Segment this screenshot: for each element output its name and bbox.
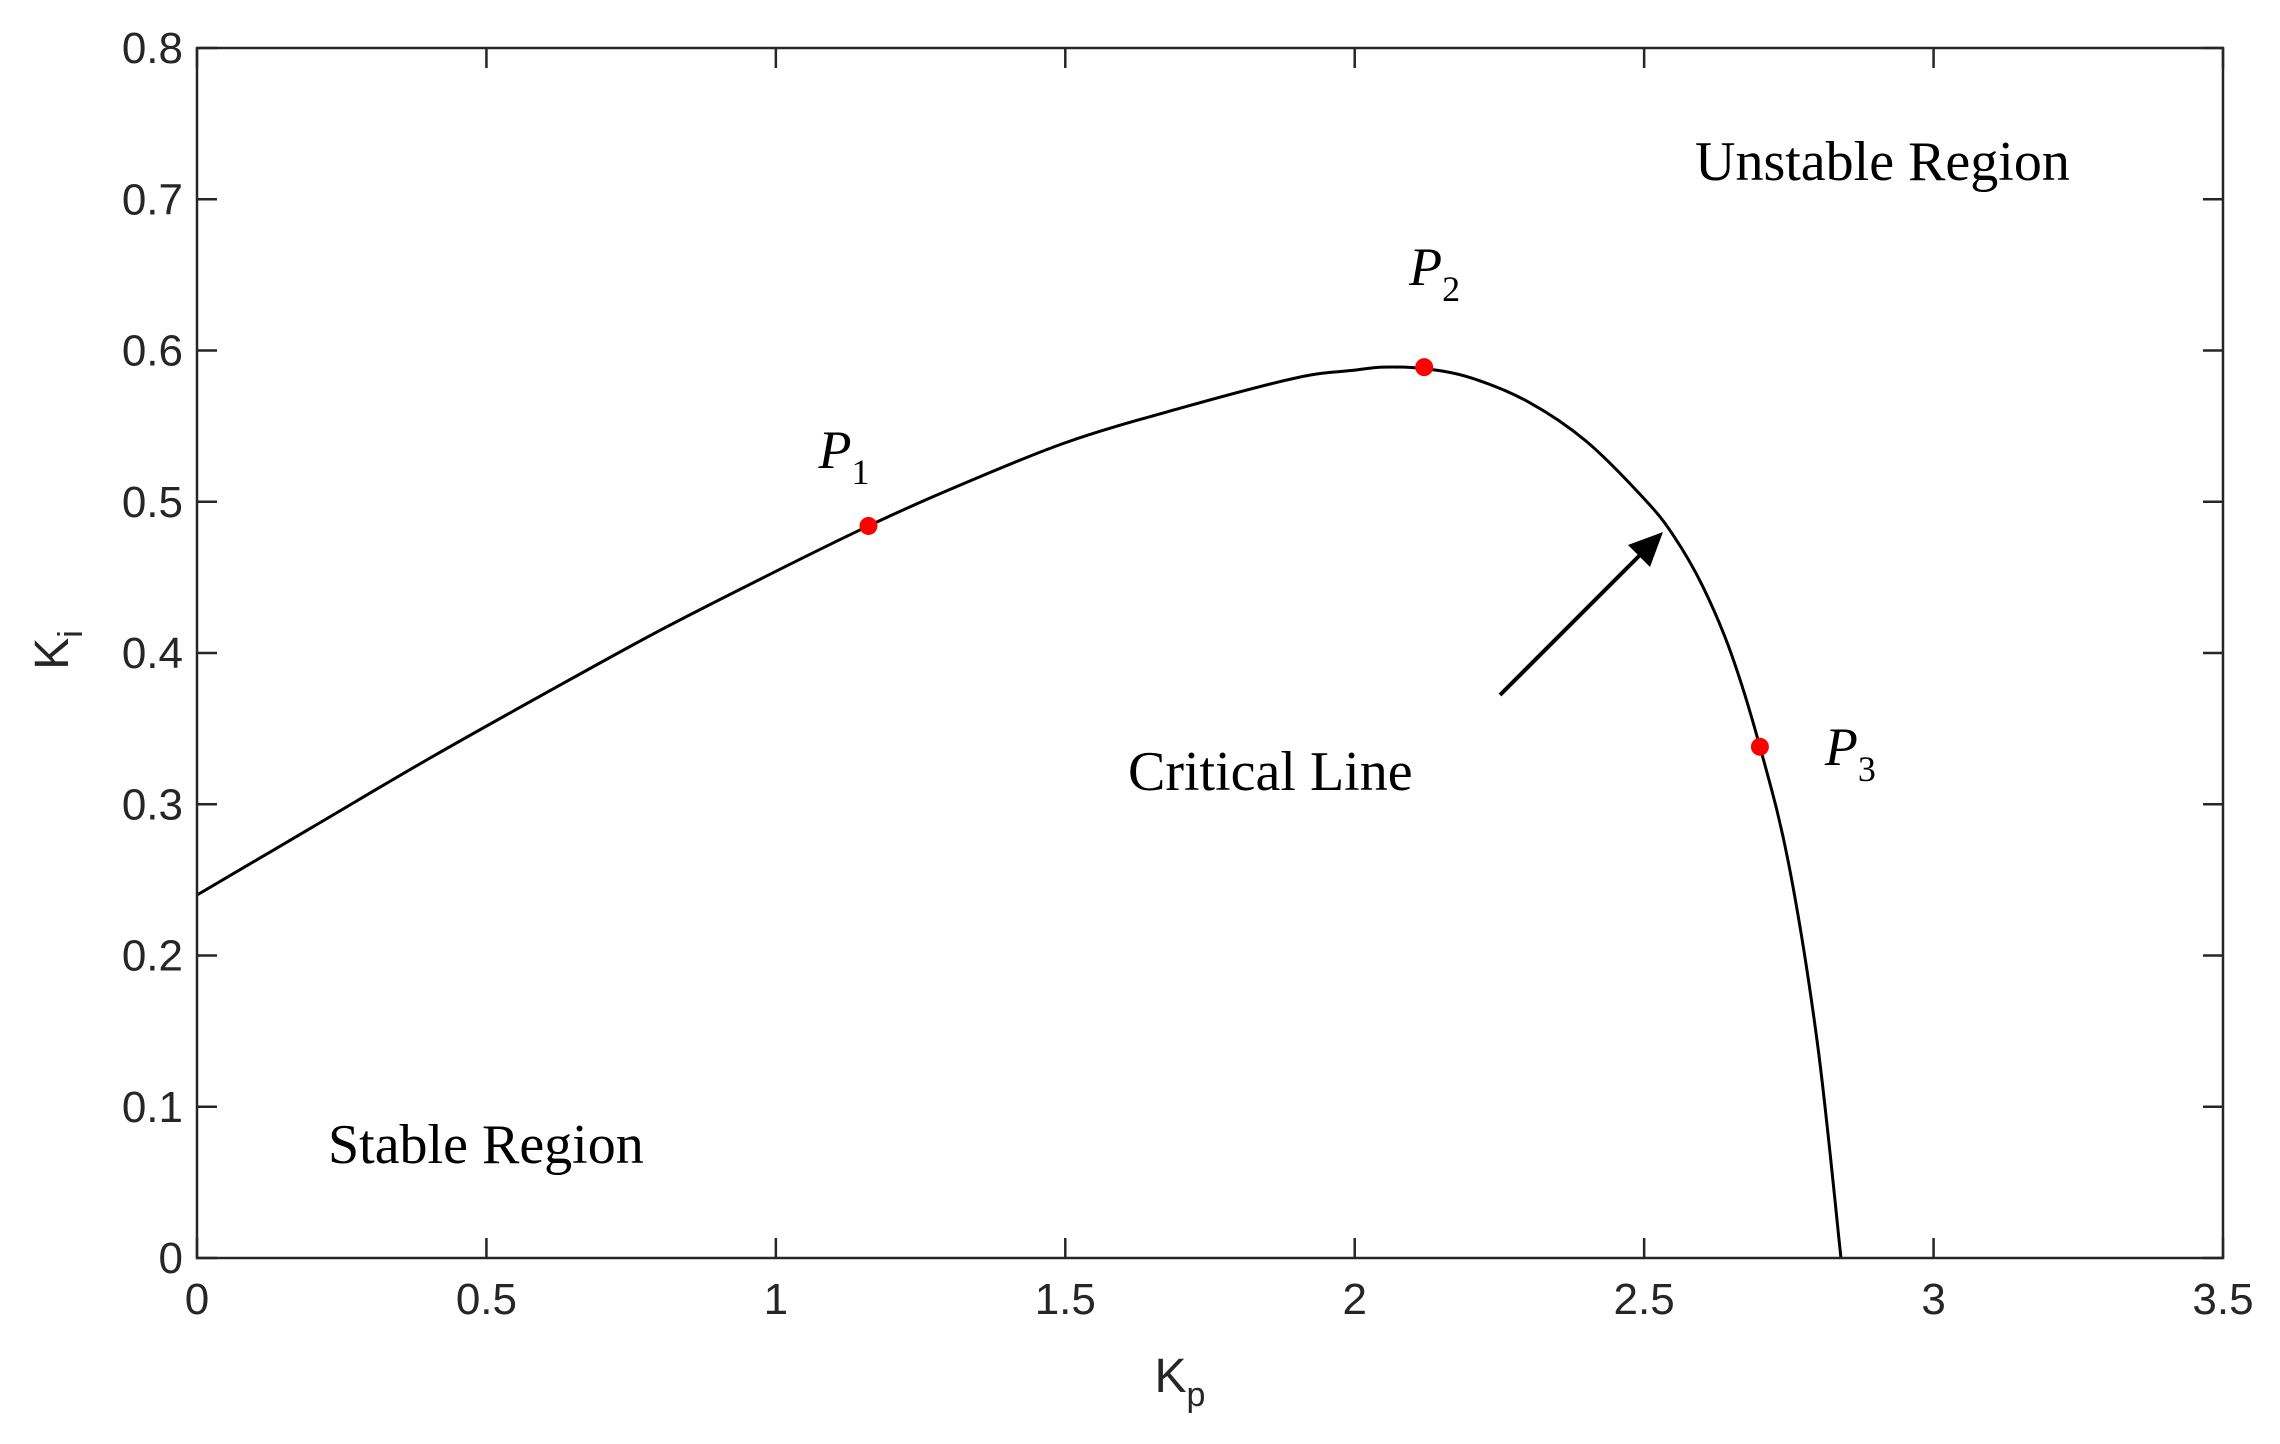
marked-points: P1 P2 P3 (817, 237, 1875, 789)
stable-region-label: Stable Region (328, 1114, 644, 1176)
unstable-region-label: Unstable Region (1695, 131, 2070, 193)
y-tick-label: 0.3 (122, 780, 183, 829)
x-tick-label: 0 (185, 1275, 209, 1324)
point-label-p2: P2 (1408, 237, 1460, 309)
y-tick-label: 0.6 (122, 327, 183, 376)
point-marker-p2 (1415, 358, 1434, 377)
plot-frame (195, 46, 2225, 1260)
y-tick-label: 0.4 (122, 629, 183, 678)
x-axis-label: Kp (1155, 1350, 1206, 1414)
critical-line-curve (196, 365, 1843, 1259)
y-tick-label: 0.1 (122, 1083, 183, 1132)
x-tick-label: 2 (1342, 1275, 1366, 1324)
point-label-p1: P1 (817, 420, 869, 492)
tick-labels: 0 0.5 1 1.5 2 2.5 3 3.5 0 0.1 0.2 0.3 0.4 0.5 0.6 0.7 0.… (122, 24, 2254, 1324)
y-tick-label: 0.7 (122, 175, 183, 224)
x-tick-label: 2.5 (1614, 1275, 1675, 1324)
plot-background (197, 48, 2223, 1258)
y-tick-label: 0.2 (122, 932, 183, 981)
x-tick-label: 3.5 (2192, 1275, 2253, 1324)
x-tick-label: 3 (1921, 1275, 1945, 1324)
x-tick-label: 1.5 (1035, 1275, 1096, 1324)
critical-line-arrow (1498, 532, 1663, 697)
point-marker-p1 (859, 516, 878, 535)
point-marker-p3 (1750, 737, 1769, 756)
point-label-p3: P3 (1824, 717, 1876, 789)
x-tick-label: 0.5 (456, 1275, 517, 1324)
y-tick-label: 0.5 (122, 478, 183, 527)
y-tick-label: 0.8 (122, 24, 183, 73)
critical-line-label: Critical Line (1128, 741, 1413, 803)
x-tick-label: 1 (764, 1275, 788, 1324)
y-axis-label: Ki (26, 630, 90, 670)
y-tick-label: 0 (159, 1234, 183, 1283)
